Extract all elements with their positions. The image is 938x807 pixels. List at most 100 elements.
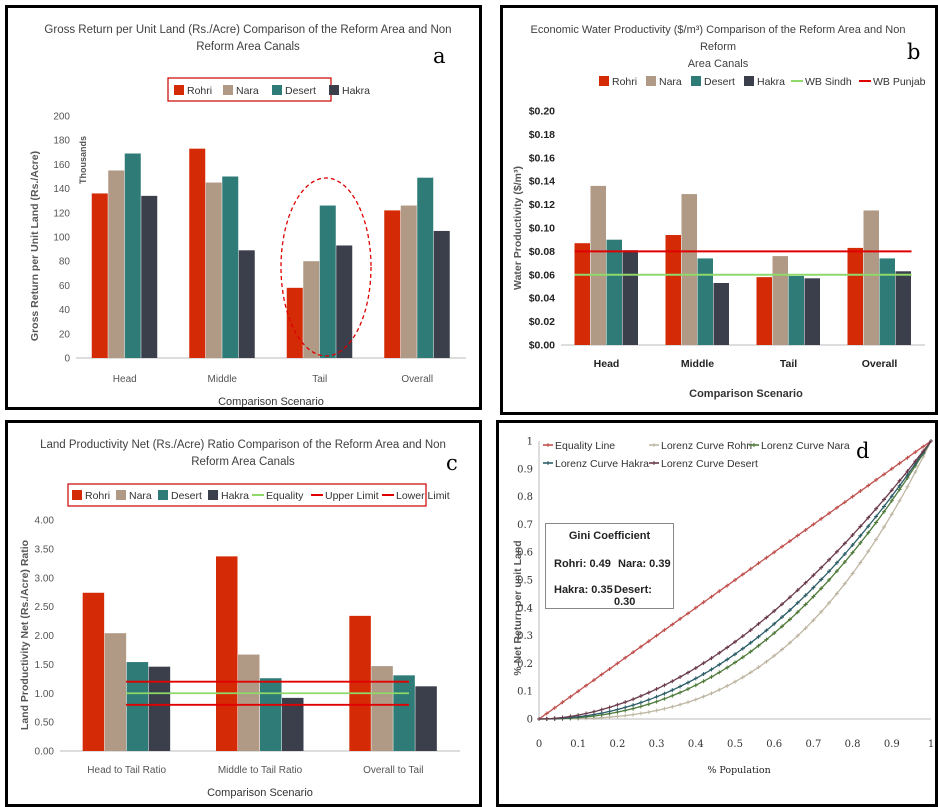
bar-rohri	[91, 193, 108, 358]
legend-swatch	[208, 490, 218, 500]
bar-nara	[238, 654, 260, 751]
y-tick-label: $0.18	[529, 129, 555, 141]
point-marker	[850, 533, 855, 537]
y-axis-title: Land Productivity Net (Rs./Acre) Ratio	[19, 540, 31, 730]
point-marker	[740, 655, 745, 660]
y-tick-label: 1	[527, 437, 533, 448]
point-marker	[764, 615, 769, 620]
y-tick-label: $0.20	[529, 106, 555, 118]
point-marker	[756, 621, 761, 626]
point-marker	[787, 608, 792, 613]
point-marker	[795, 610, 800, 615]
bar-hakra	[622, 250, 638, 345]
point-marker	[827, 557, 832, 562]
point-marker	[889, 466, 894, 471]
point-marker	[803, 593, 808, 598]
gini-desert: Desert: 0.30	[614, 584, 652, 608]
panel-c: Land Productivity Net (Rs./Acre) Ratio C…	[5, 420, 482, 807]
point-marker	[811, 585, 816, 590]
point-marker	[772, 550, 777, 555]
point-marker	[787, 617, 792, 622]
point-marker	[795, 533, 800, 538]
point-marker	[748, 640, 753, 645]
bar-hakra	[336, 245, 353, 358]
legend-box	[67, 483, 427, 507]
point-marker	[693, 683, 698, 688]
point-marker	[787, 595, 792, 600]
point-marker	[811, 573, 816, 578]
legend-label: Nara	[236, 85, 259, 97]
y-axis-title: Water Productivity ($/m³)	[512, 166, 524, 290]
point-marker	[756, 665, 761, 670]
point-marker	[654, 687, 659, 691]
point-marker	[897, 478, 902, 483]
point-marker	[686, 680, 690, 685]
point-marker	[905, 469, 910, 474]
point-marker	[654, 708, 659, 713]
point-marker	[733, 578, 737, 582]
point-marker	[913, 450, 918, 455]
point-marker	[701, 694, 706, 699]
bar-nara	[205, 182, 222, 358]
point-marker	[591, 709, 596, 714]
point-marker	[780, 544, 784, 549]
x-tick-label: Overall	[862, 358, 898, 370]
x-tick-label: Head to Tail Ratio	[87, 765, 166, 776]
bar-hakra	[415, 686, 437, 751]
point-marker	[623, 713, 628, 718]
bar-nara	[590, 185, 606, 345]
point-marker	[733, 652, 737, 657]
y-tick-label: $0.00	[529, 340, 555, 352]
point-marker	[795, 600, 800, 605]
y-tick-label: 0	[527, 715, 533, 726]
legend-swatch	[174, 85, 184, 95]
point-marker	[623, 655, 628, 660]
point-marker	[631, 703, 636, 708]
point-marker	[654, 633, 659, 638]
x-tick-label: 0.5	[727, 739, 743, 750]
point-marker	[615, 702, 620, 707]
point-marker	[576, 713, 581, 718]
point-marker	[631, 697, 636, 702]
legend-label: Desert	[704, 76, 735, 88]
point-marker	[623, 705, 628, 710]
point-marker	[756, 634, 761, 639]
y-tick-label: 3.50	[35, 544, 55, 555]
point-marker	[615, 661, 620, 666]
legend-label: Desert	[285, 85, 316, 97]
point-marker	[772, 609, 777, 613]
point-marker	[576, 689, 581, 694]
point-marker	[544, 711, 549, 716]
point-marker	[795, 633, 800, 638]
point-marker	[874, 506, 879, 511]
point-marker	[662, 628, 667, 632]
point-marker	[803, 602, 808, 607]
point-marker	[725, 665, 730, 670]
y-tick-label: 0.00	[35, 747, 55, 758]
point-marker	[709, 667, 714, 672]
point-marker	[544, 716, 549, 721]
legend-swatch	[116, 490, 126, 500]
point-marker	[764, 637, 769, 642]
point-marker	[638, 711, 643, 716]
bar-rohri	[349, 615, 371, 751]
bar-nara	[371, 666, 393, 751]
point-marker	[717, 650, 722, 655]
point-marker	[693, 676, 698, 681]
legend-marker	[752, 443, 756, 447]
point-marker	[858, 524, 863, 529]
point-marker	[905, 484, 910, 489]
point-marker	[748, 566, 753, 571]
panel-d: d 0 0.1 0.2 0.3 0.4 0.5 0.6 0.7 0.8 0.9 1 0 0.1 0.2 0.…	[496, 420, 938, 807]
point-marker	[623, 700, 628, 705]
point-marker	[834, 505, 839, 510]
x-tick-label: 0	[536, 739, 542, 750]
point-marker	[654, 694, 659, 699]
point-marker	[874, 514, 879, 519]
y-tick-label: 0.4	[517, 603, 533, 614]
point-marker	[678, 684, 683, 689]
y-tick-label: 0.8	[517, 492, 533, 503]
point-marker	[889, 498, 894, 503]
x-tick-label: 0.8	[845, 739, 861, 750]
point-marker	[646, 690, 651, 695]
